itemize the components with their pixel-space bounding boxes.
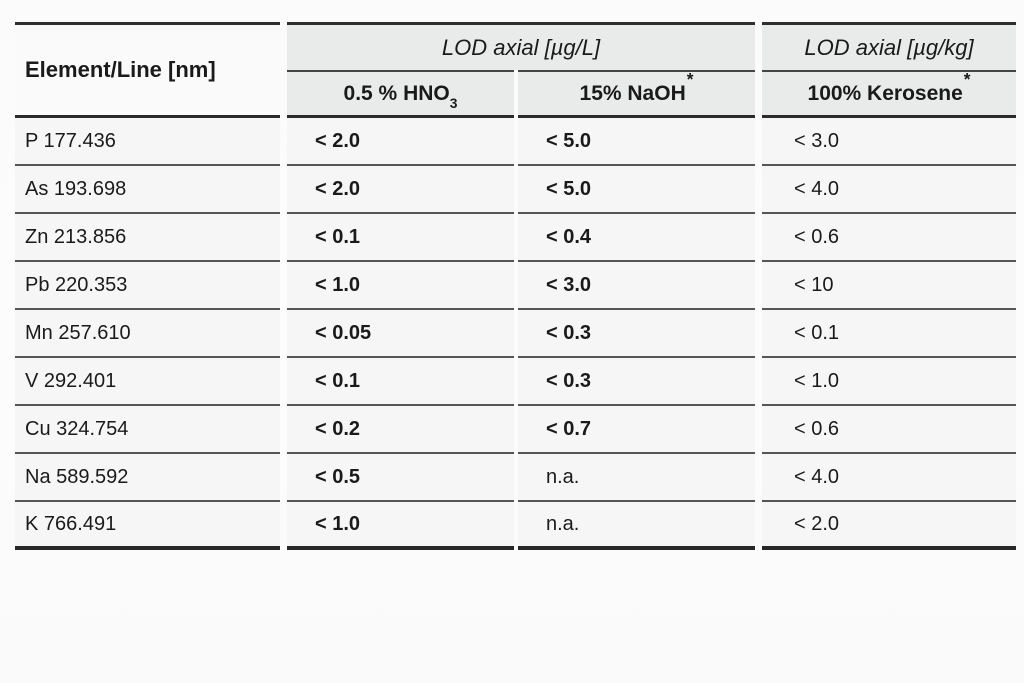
subscript: 3 xyxy=(449,95,458,112)
lod-kerosene-cell: < 10 xyxy=(762,262,1016,310)
lod-kerosene-cell: < 0.6 xyxy=(762,406,1016,454)
lod-hno3-cell: < 0.2 xyxy=(287,406,514,454)
asterisk-superscript: * xyxy=(963,69,971,90)
subheader-naoh: 15% NaOH* xyxy=(518,70,755,118)
subheader-hno3: 0.5 % HNO3 xyxy=(287,70,514,118)
subheader-label: 15% NaOH* xyxy=(579,69,694,105)
lod-naoh-cell: n.a. xyxy=(518,454,755,502)
lod-kerosene-cell: < 0.1 xyxy=(762,310,1016,358)
lod-kerosene-cell: < 4.0 xyxy=(762,166,1016,214)
lod-naoh-cell: < 5.0 xyxy=(518,118,755,166)
group-header-lod-axial-ug-per-kg: LOD axial [µg/kg] xyxy=(762,22,1016,70)
lod-table: Element/Line [nm] LOD axial [µg/L] LOD a… xyxy=(15,22,1016,550)
lod-hno3-cell: < 1.0 xyxy=(287,262,514,310)
lod-kerosene-cell: < 0.6 xyxy=(762,214,1016,262)
group-header-label: LOD axial [µg/L] xyxy=(441,34,601,60)
lod-hno3-cell: < 2.0 xyxy=(287,166,514,214)
element-line-cell: K 766.491 xyxy=(15,502,280,550)
subheader-kerosene: 100% Kerosene* xyxy=(762,70,1016,118)
subheader-label: 100% Kerosene* xyxy=(807,69,971,105)
element-line-cell: Cu 324.754 xyxy=(15,406,280,454)
lod-naoh-cell: < 0.3 xyxy=(518,358,755,406)
subheader-label: 0.5 % HNO3 xyxy=(343,82,458,112)
group-header-lod-axial-ug-per-l: LOD axial [µg/L] xyxy=(287,22,755,70)
lod-hno3-cell: < 1.0 xyxy=(287,502,514,550)
element-line-cell: Mn 257.610 xyxy=(15,310,280,358)
asterisk-superscript: * xyxy=(686,69,694,90)
lod-naoh-cell: < 0.3 xyxy=(518,310,755,358)
lod-hno3-cell: < 0.1 xyxy=(287,214,514,262)
lod-kerosene-cell: < 3.0 xyxy=(762,118,1016,166)
lod-hno3-cell: < 0.1 xyxy=(287,358,514,406)
lod-hno3-cell: < 2.0 xyxy=(287,118,514,166)
lod-hno3-cell: < 0.5 xyxy=(287,454,514,502)
column-header-element-line: Element/Line [nm] xyxy=(15,22,280,118)
lod-naoh-cell: < 3.0 xyxy=(518,262,755,310)
element-line-cell: Pb 220.353 xyxy=(15,262,280,310)
element-line-cell: Na 589.592 xyxy=(15,454,280,502)
lod-naoh-cell: < 5.0 xyxy=(518,166,755,214)
lod-hno3-cell: < 0.05 xyxy=(287,310,514,358)
lod-naoh-cell: n.a. xyxy=(518,502,755,550)
lod-kerosene-cell: < 1.0 xyxy=(762,358,1016,406)
element-line-cell: Zn 213.856 xyxy=(15,214,280,262)
element-line-cell: P 177.436 xyxy=(15,118,280,166)
element-line-cell: As 193.698 xyxy=(15,166,280,214)
lod-naoh-cell: < 0.7 xyxy=(518,406,755,454)
element-line-cell: V 292.401 xyxy=(15,358,280,406)
lod-naoh-cell: < 0.4 xyxy=(518,214,755,262)
lod-kerosene-cell: < 2.0 xyxy=(762,502,1016,550)
group-header-label: LOD axial [µg/kg] xyxy=(804,34,974,60)
lod-kerosene-cell: < 4.0 xyxy=(762,454,1016,502)
